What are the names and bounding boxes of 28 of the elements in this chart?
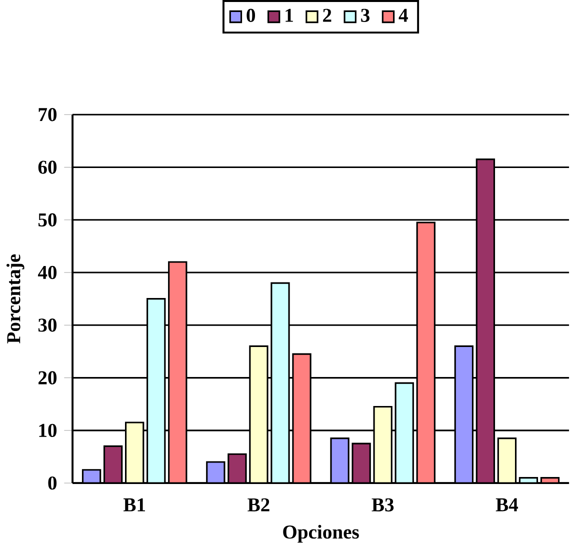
bar [249,345,268,483]
legend-label: 1 [286,8,293,22]
x-tick-label: B4 [496,498,518,512]
bar [394,382,414,483]
bar [416,222,436,483]
bar [292,353,312,483]
x-tick-label: B3 [372,498,394,512]
y-tick-label: 20 [38,371,57,384]
y-tick-label: 30 [38,318,57,332]
bar [476,158,496,483]
y-axis-title: Porcentaje [6,254,24,344]
legend-label: 3 [361,8,370,22]
x-axis-title: Opciones [283,524,359,543]
legend-label: 4 [398,8,408,22]
y-tick-label: 40 [38,266,57,280]
y-tick-label: 50 [38,213,57,226]
y-tick-label: 0 [48,476,57,490]
bar [146,298,166,483]
y-tick-label: 70 [38,108,57,122]
legend-label: 0 [246,8,256,22]
bar [168,261,188,483]
legend-label: 2 [323,8,332,22]
bar [454,345,474,483]
x-tick-label: B2 [248,498,270,512]
bar [270,282,290,483]
x-tick-label: B1 [124,498,145,512]
y-tick-label: 10 [39,424,57,437]
y-tick-label: 60 [38,160,57,174]
